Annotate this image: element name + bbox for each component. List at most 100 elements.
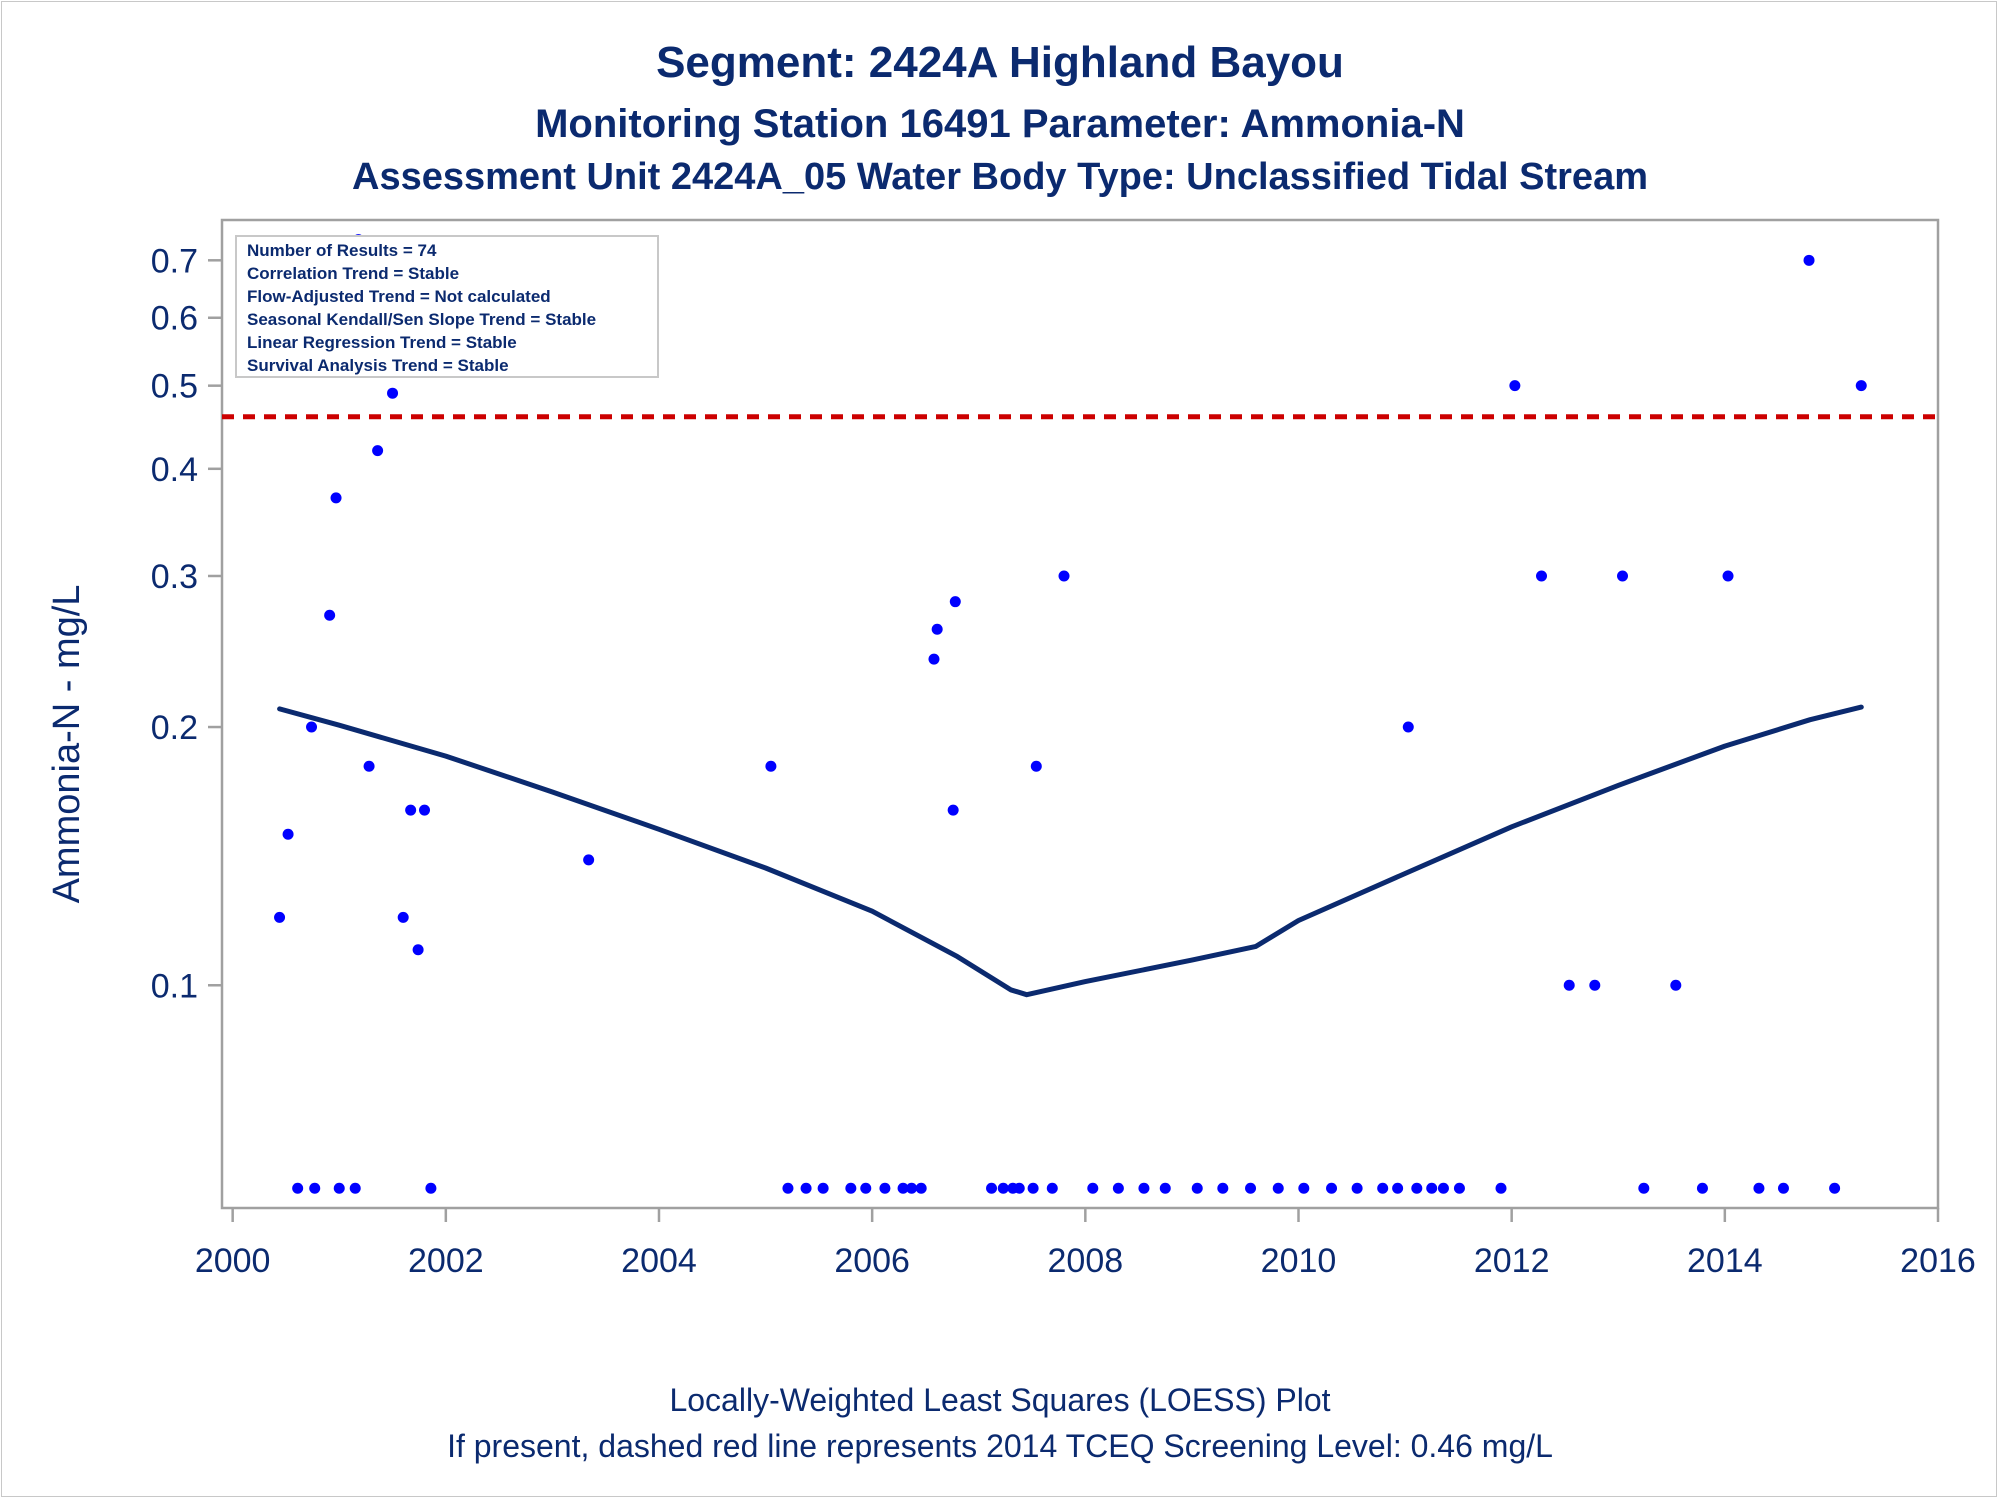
data-point — [419, 804, 431, 816]
data-point-low — [1753, 1182, 1765, 1194]
data-point-low — [879, 1182, 891, 1194]
data-point-low — [906, 1182, 918, 1194]
data-point — [928, 653, 940, 665]
y-tick-label: 0.1 — [151, 967, 198, 1005]
data-point — [363, 760, 375, 772]
data-point-low — [1272, 1182, 1284, 1194]
data-point — [949, 596, 961, 608]
data-point-low — [817, 1182, 829, 1194]
data-point — [1058, 570, 1070, 582]
data-point-low — [1696, 1182, 1708, 1194]
data-point-low — [349, 1182, 361, 1194]
info-box-line: Seasonal Kendall/Sen Slope Trend = Stabl… — [247, 310, 596, 329]
chart-subtitle-station: Monitoring Station 16491 Parameter: Ammo… — [535, 102, 1465, 146]
data-point-low — [1112, 1182, 1124, 1194]
data-point — [583, 854, 595, 866]
info-box: Number of Results = 74 Correlation Trend … — [235, 235, 659, 378]
info-box-line: Correlation Trend = Stable — [247, 264, 459, 283]
data-point-low — [782, 1182, 794, 1194]
data-point-low — [845, 1182, 857, 1194]
data-point-low — [915, 1182, 927, 1194]
data-point-low — [1217, 1182, 1229, 1194]
y-axis-title: Ammonia-N - mg/L — [46, 585, 88, 904]
y-tick-label: 0.4 — [151, 451, 198, 489]
info-box-line: Linear Regression Trend = Stable — [247, 333, 517, 352]
data-point-low — [1377, 1182, 1389, 1194]
x-tick-label: 2000 — [195, 1242, 271, 1280]
data-point-low — [1777, 1182, 1789, 1194]
data-point-low — [1495, 1182, 1507, 1194]
data-point-low — [1138, 1182, 1150, 1194]
data-point-low — [1829, 1182, 1841, 1194]
data-point — [372, 445, 384, 457]
data-point-low — [1411, 1182, 1423, 1194]
data-point-low — [1087, 1182, 1099, 1194]
data-point — [1722, 570, 1734, 582]
data-point — [1589, 979, 1601, 991]
data-point — [324, 609, 336, 621]
data-point-low — [1453, 1182, 1465, 1194]
data-point — [1509, 380, 1521, 392]
data-point-low — [333, 1182, 345, 1194]
data-point-low — [1437, 1182, 1449, 1194]
data-point-low — [425, 1182, 437, 1194]
footnote-screening-level: If present, dashed red line represents 2… — [447, 1428, 1553, 1464]
info-box-line: Survival Analysis Trend = Stable — [247, 356, 509, 375]
data-point — [306, 721, 318, 733]
data-point-low — [897, 1182, 909, 1194]
data-point — [1402, 721, 1414, 733]
y-tick-label: 0.5 — [151, 368, 198, 406]
data-point-low — [292, 1182, 304, 1194]
data-point-low — [1351, 1182, 1363, 1194]
data-point-low — [1027, 1182, 1039, 1194]
data-points — [274, 234, 1867, 1194]
data-point — [330, 492, 342, 504]
data-point-low — [800, 1182, 812, 1194]
data-point-low — [1191, 1182, 1203, 1194]
data-point — [282, 828, 294, 840]
x-tick-label: 2016 — [1900, 1242, 1976, 1280]
data-point — [765, 760, 777, 772]
data-point — [412, 944, 424, 956]
data-point-low — [1245, 1182, 1257, 1194]
data-point — [274, 911, 286, 923]
y-tick-label: 0.6 — [151, 300, 198, 338]
y-tick-label: 0.2 — [151, 709, 198, 747]
x-tick-label: 2010 — [1261, 1242, 1337, 1280]
data-point-low — [997, 1182, 1009, 1194]
footnote-plot-type: Locally-Weighted Least Squares (LOESS) P… — [669, 1382, 1331, 1418]
data-point — [1536, 570, 1548, 582]
x-tick-label: 2002 — [408, 1242, 484, 1280]
data-point-low — [1298, 1182, 1310, 1194]
chart-title: Segment: 2424A Highland Bayou — [656, 38, 1344, 87]
x-tick-label: 2006 — [834, 1242, 910, 1280]
data-point-low — [1426, 1182, 1438, 1194]
chart-subtitle-assessment: Assessment Unit 2424A_05 Water Body Type… — [352, 156, 1648, 198]
x-tick-label: 2008 — [1048, 1242, 1124, 1280]
plot-area-border — [220, 218, 1940, 1210]
data-point-low — [1159, 1182, 1171, 1194]
data-point — [1670, 979, 1682, 991]
data-point-low — [309, 1182, 321, 1194]
x-tick-label: 2014 — [1687, 1242, 1763, 1280]
info-box-frame — [235, 235, 659, 378]
y-tick-label: 0.3 — [151, 558, 198, 596]
info-box-line: Number of Results = 74 — [247, 241, 437, 260]
x-tick-label: 2004 — [621, 1242, 697, 1280]
data-point — [1803, 254, 1815, 266]
data-point-low — [1046, 1182, 1058, 1194]
data-point — [387, 387, 399, 399]
y-tick-label: 0.7 — [151, 242, 198, 280]
data-point-low — [1392, 1182, 1404, 1194]
info-box-line: Flow-Adjusted Trend = Not calculated — [247, 287, 551, 306]
data-point — [1855, 380, 1867, 392]
data-point — [397, 911, 409, 923]
data-point — [947, 804, 959, 816]
data-point-low — [860, 1182, 872, 1194]
axes: 2000 2002 2004 2006 2008 2010 2012 2014 2016 0.1 0… — [46, 218, 1976, 1280]
data-point-low — [1013, 1182, 1025, 1194]
data-point — [931, 623, 943, 635]
data-point-low — [1638, 1182, 1650, 1194]
